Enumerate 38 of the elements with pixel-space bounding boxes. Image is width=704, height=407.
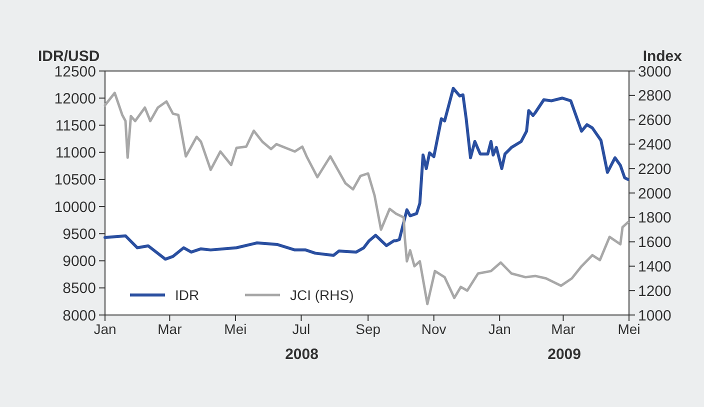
y2-tick-label: 3000: [638, 63, 672, 80]
y2-tick-label: 2800: [638, 88, 672, 105]
y-tick-label: 11500: [55, 117, 96, 134]
x-tick-label: Mei: [618, 321, 640, 337]
y-tick-label: 10000: [54, 198, 96, 216]
legend-label: IDR: [175, 286, 200, 303]
y-tick-label: 8000: [62, 307, 96, 324]
x-tick-label: Jan: [94, 321, 116, 337]
y-tick-label: 9500: [62, 226, 96, 243]
x-tick-label: Mei: [224, 321, 247, 337]
y2-tick-label: 2200: [638, 160, 672, 178]
legend-label: JCI (RHS): [290, 286, 354, 303]
text: 2009: [548, 346, 581, 363]
line-series: [104, 92, 630, 306]
line-series: [104, 86, 630, 261]
y-tick-label: 8500: [62, 280, 96, 298]
x-tick-label: Jul: [292, 321, 310, 337]
y2-tick-label: 2000: [638, 185, 672, 202]
y2-tick-label: 1600: [638, 234, 672, 252]
text: 2008: [285, 346, 318, 363]
y2-tick-label: 1800: [638, 210, 672, 227]
y-tick-label: 12500: [54, 63, 96, 80]
y2-tick-label: 2400: [638, 136, 672, 154]
y-tick-label: 11000: [55, 144, 96, 162]
x-tick-label: Sep: [356, 321, 381, 337]
y-tick-label: 12000: [54, 90, 96, 108]
y2-tick-label: 2600: [638, 112, 672, 130]
x-tick-label: Jan: [488, 321, 511, 337]
y-axis-title: IDR/USD: [38, 48, 100, 65]
x-tick-label: Mar: [551, 321, 576, 337]
x-tick-label: Nov: [421, 321, 446, 337]
y-tick-label: 10500: [54, 172, 96, 189]
y2-tick-label: 1000: [638, 307, 672, 324]
x-tick-label: Mar: [158, 321, 182, 337]
y2-axis-title: Index: [642, 48, 683, 65]
y-tick-label: 9000: [62, 253, 96, 270]
y2-tick-label: 1400: [638, 258, 672, 276]
y2-tick-label: 1200: [638, 282, 672, 300]
